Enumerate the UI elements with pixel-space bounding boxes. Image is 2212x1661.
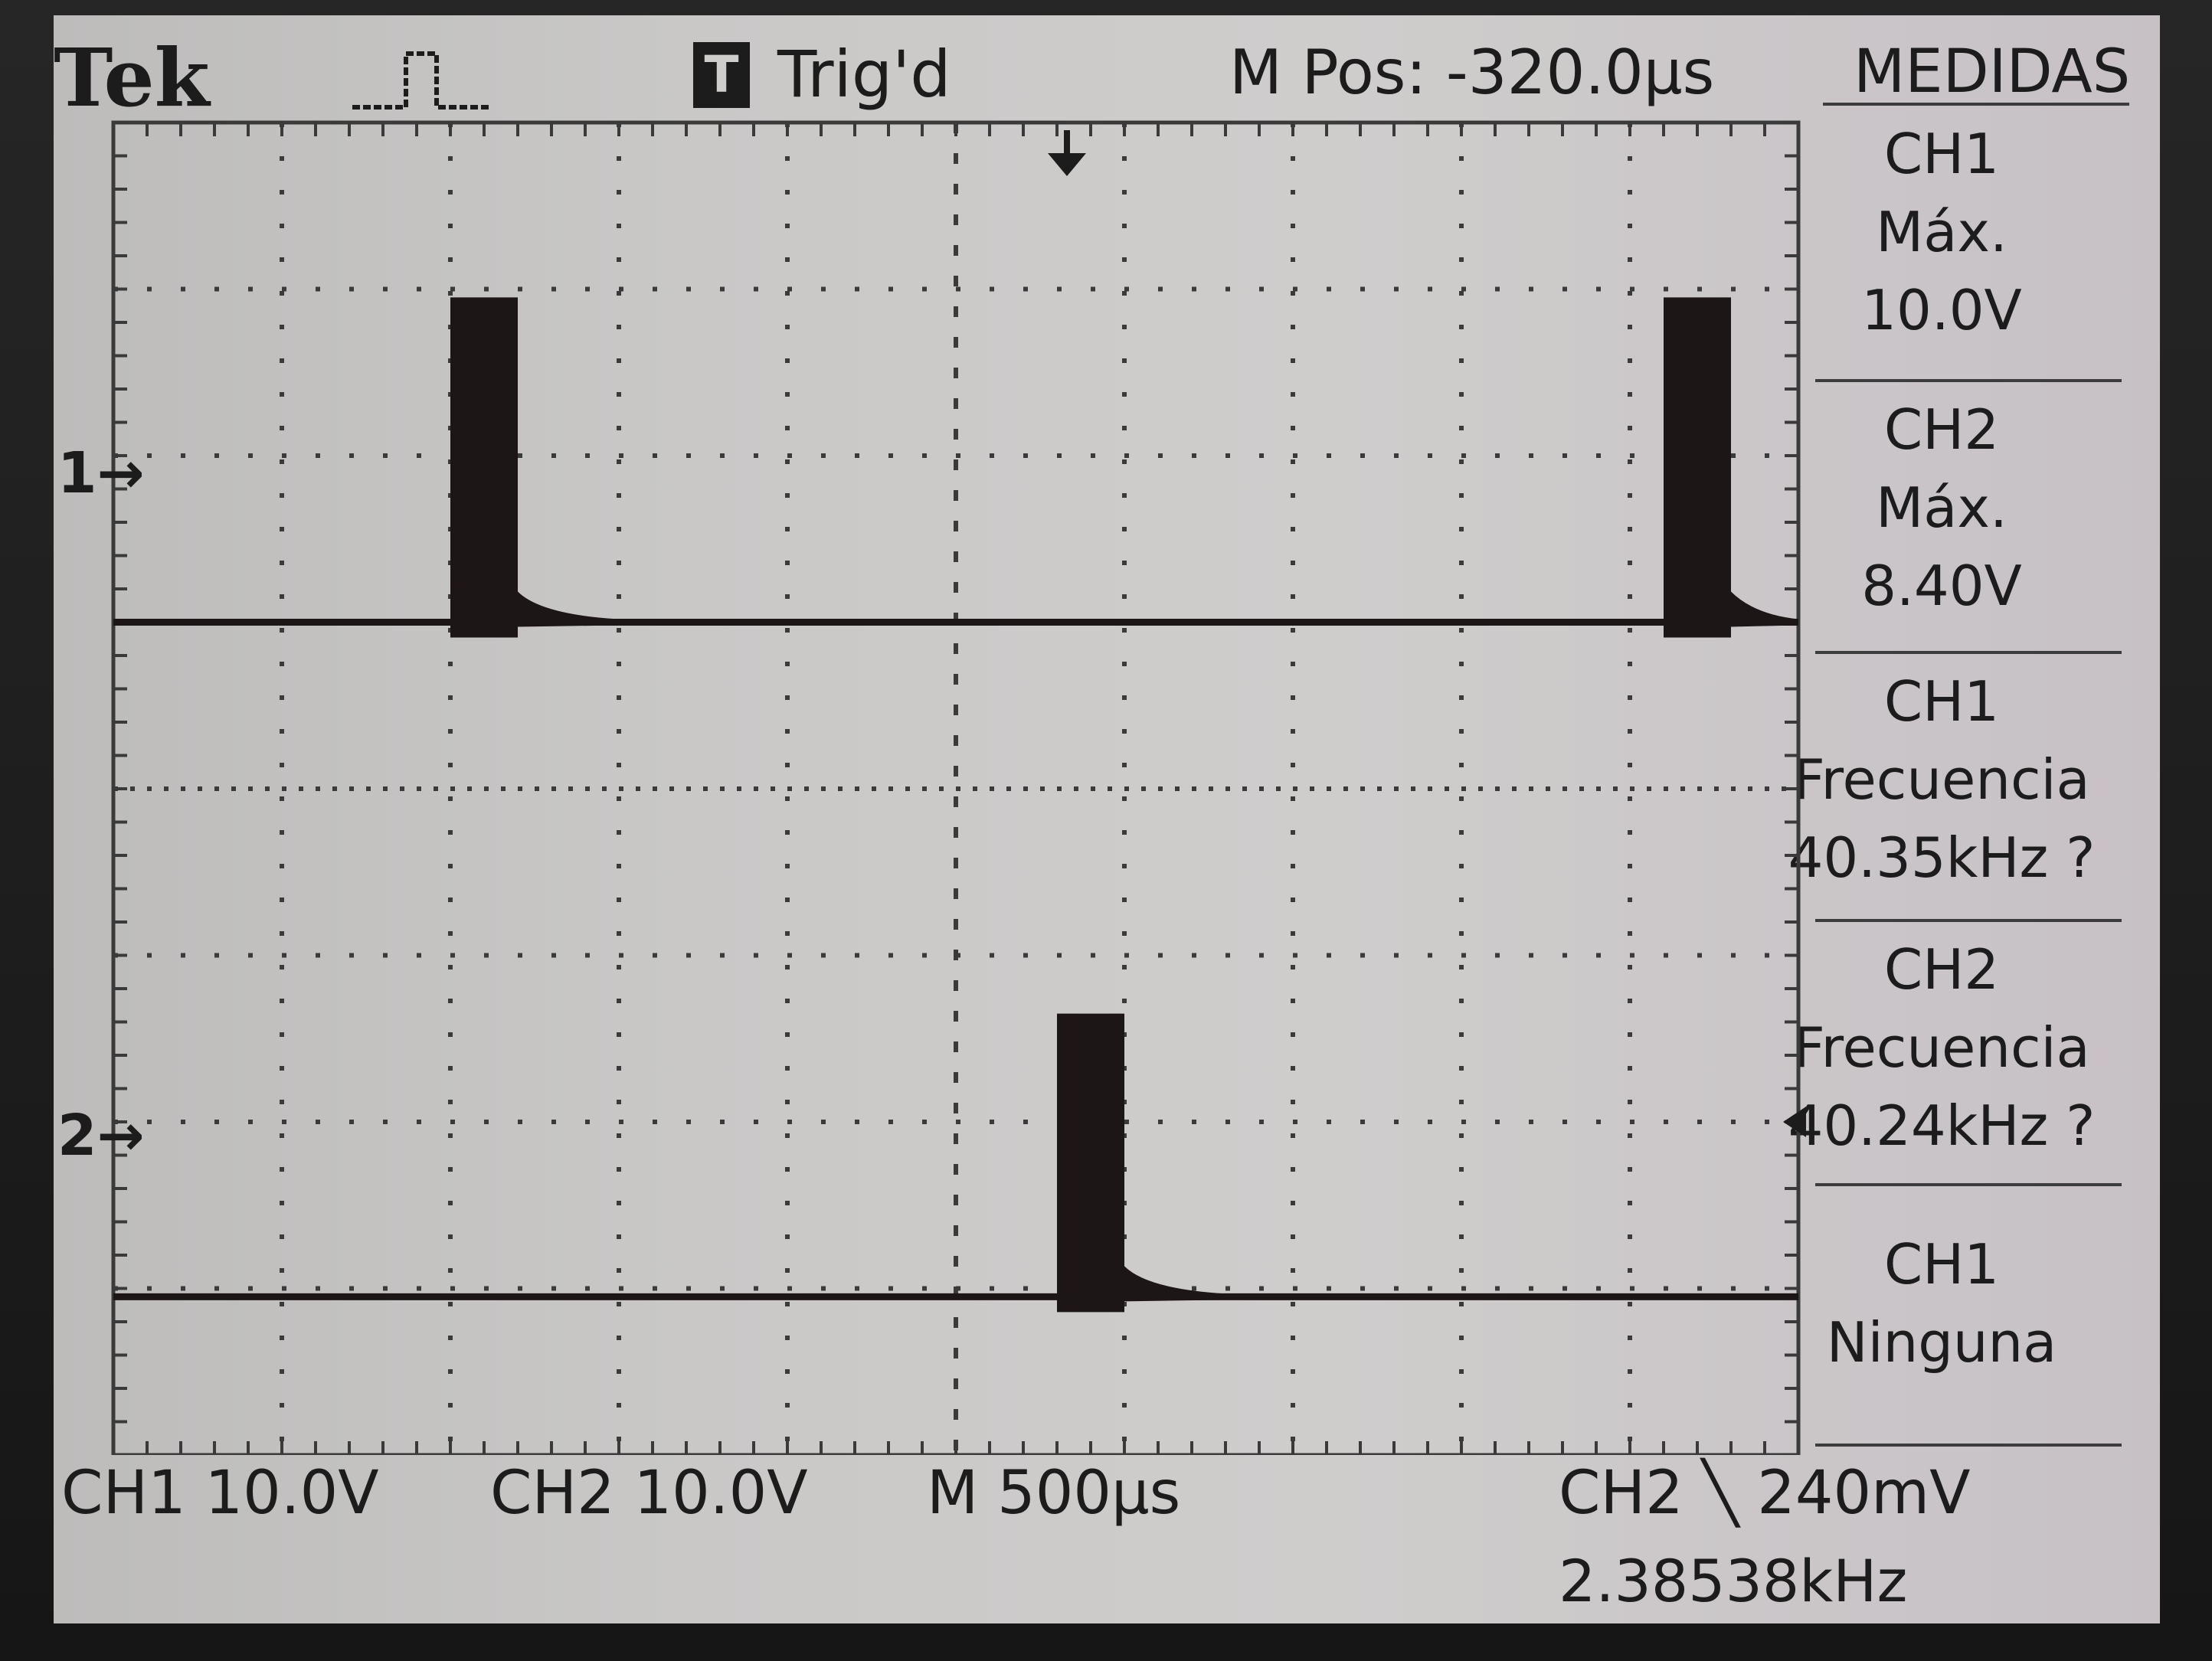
trigger-frequency: 2.38538kHz bbox=[1559, 1547, 1908, 1615]
measurement-2[interactable]: CH2 Máx. 8.40V bbox=[1781, 391, 2102, 625]
ch2-marker-label: 2 bbox=[57, 1103, 97, 1169]
measurement-4[interactable]: CH2 Frecuencia 40.24kHz ? bbox=[1781, 930, 2102, 1165]
measurement-value: 40.24kHz ? bbox=[1788, 1094, 2096, 1158]
waveform-graticule bbox=[111, 120, 1806, 1455]
ch1-ground-marker: 1→ bbox=[57, 440, 145, 506]
trigger-status: Trig'd bbox=[777, 37, 951, 112]
measurement-5[interactable]: CH1 Ninguna bbox=[1781, 1225, 2102, 1381]
measurement-3[interactable]: CH1 Frecuencia 40.35kHz ? bbox=[1781, 662, 2102, 897]
trigger-setting: CH2 ╲ 240mV bbox=[1559, 1459, 1971, 1528]
measurement-type: Máx. bbox=[1876, 200, 2007, 264]
measurement-value: 8.40V bbox=[1861, 554, 2022, 618]
ch1-scale: CH1 10.0V bbox=[61, 1459, 379, 1528]
ch2-burst-tail bbox=[1124, 1266, 1225, 1302]
measurement-value: 40.35kHz ? bbox=[1788, 826, 2096, 890]
oscilloscope-screen: Tek T Trig'd M Pos: -320.0µs MEDIDAS CH1… bbox=[54, 15, 2160, 1623]
ch1-burst bbox=[450, 297, 518, 638]
menu-separator bbox=[1815, 651, 2122, 654]
measurement-1[interactable]: CH1 Máx. 10.0V bbox=[1781, 115, 2102, 349]
menu-separator bbox=[1823, 103, 2129, 106]
ch1-burst bbox=[1664, 297, 1731, 638]
measurement-source: CH1 bbox=[1883, 669, 2000, 734]
waveform-traces bbox=[113, 297, 1798, 1313]
ch1-burst-tail bbox=[518, 591, 619, 627]
ch2-ground-marker: 2→ bbox=[57, 1103, 145, 1169]
measurement-type: Frecuencia bbox=[1793, 1015, 2090, 1080]
measurement-value: 10.0V bbox=[1861, 278, 2022, 342]
pulse-trigger-icon bbox=[352, 51, 490, 110]
ch1-marker-label: 1 bbox=[57, 440, 97, 506]
measurement-source: CH2 bbox=[1883, 397, 2000, 462]
menu-separator bbox=[1815, 1183, 2122, 1186]
measurement-type: Ninguna bbox=[1826, 1310, 2057, 1375]
trigger-badge: T bbox=[693, 42, 750, 108]
menu-separator bbox=[1815, 919, 2122, 922]
ch1-burst-tail bbox=[1731, 591, 1798, 627]
trigger-level-icon bbox=[1783, 1107, 1806, 1137]
trigger-position-icon bbox=[1048, 153, 1086, 176]
measurement-source: CH1 bbox=[1883, 122, 2000, 186]
measurement-source: CH1 bbox=[1883, 1232, 2000, 1296]
timebase: M 500µs bbox=[927, 1459, 1181, 1528]
measurement-type: Máx. bbox=[1876, 476, 2007, 540]
menu-title: MEDIDAS bbox=[1854, 38, 2131, 106]
ch2-scale: CH2 10.0V bbox=[490, 1459, 808, 1528]
measurement-type: Frecuencia bbox=[1793, 747, 2090, 812]
measurement-source: CH2 bbox=[1883, 937, 2000, 1002]
horizontal-position: M Pos: -320.0µs bbox=[1229, 37, 1715, 108]
graticule-grid bbox=[111, 120, 1801, 1455]
ch2-burst bbox=[1057, 1013, 1124, 1313]
menu-separator bbox=[1815, 379, 2122, 382]
trigger-position-stem bbox=[1064, 130, 1070, 156]
menu-separator bbox=[1815, 1444, 2122, 1447]
brand-logo: Tek bbox=[54, 31, 210, 125]
